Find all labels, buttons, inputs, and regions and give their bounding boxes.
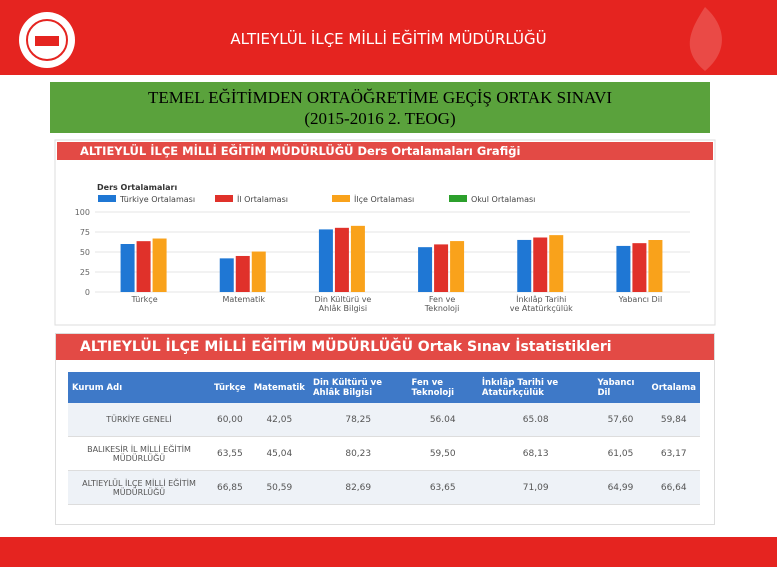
bar (219, 258, 234, 292)
table-cell: 80,23 (308, 436, 408, 471)
table-cell: 59,84 (647, 403, 700, 437)
x-tick-label: Türkçe (131, 295, 158, 304)
table-cell: 63,65 (407, 470, 478, 505)
legend-label: İlçe Ortalaması (354, 194, 414, 204)
column-header: İnkılâp Tarihi ve Atatürkçülük (477, 372, 594, 403)
bar (334, 227, 349, 292)
table-cell: 56.04 (407, 403, 478, 437)
table-cell: 45,04 (249, 436, 309, 471)
legend-swatch (215, 195, 233, 202)
column-header: Yabancı Dil (593, 372, 648, 403)
table-cell: ALTIEYLÜL İLÇE MİLLİ EĞİTİM MÜDÜRLÜĞÜ (68, 470, 210, 505)
table-cell: 71,09 (477, 470, 594, 505)
y-tick-label: 100 (75, 208, 90, 217)
table-cell: 66,64 (647, 470, 700, 505)
table-cell: 50,59 (249, 470, 309, 505)
column-header: Kurum Adı (68, 372, 210, 403)
y-tick-label: 0 (85, 288, 90, 297)
chart-title: Ders Ortalamaları (97, 183, 177, 192)
column-header: Fen ve Teknoloji (407, 372, 478, 403)
chart-panel-header (57, 142, 713, 160)
table-row: ALTIEYLÜL İLÇE MİLLİ EĞİTİM MÜDÜRLÜĞÜ 66,… (68, 470, 700, 505)
bar (235, 255, 250, 292)
table-row: TÜRKİYE GENELİ 60,00 42,05 78,25 56.04 65.08 5… (68, 403, 700, 437)
x-tick-label: Din Kültürü ve Ahlâk Bilgisi (314, 295, 371, 313)
logo (19, 12, 75, 68)
bar (318, 229, 333, 292)
table-cell: 60,00 (210, 403, 250, 437)
table-cell: 68,13 (477, 436, 594, 471)
table-panel-title: ALTIEYLÜL İLÇE MİLLİ EĞİTİM MÜDÜRLÜĞÜ Or… (56, 334, 714, 360)
table: Kurum Adı Türkçe Matematik Din Kültürü ve A… (68, 372, 700, 505)
banner: TEMEL EĞİTİMDEN ORTAÖĞRETİME GEÇİŞ ORTAK… (50, 82, 710, 133)
top-band (0, 0, 777, 75)
table-row: BALIKESİR İL MİLLİ EĞİTİM MÜDÜRLÜĞÜ 63,55… (68, 436, 700, 471)
table-cell: 78,25 (308, 403, 408, 437)
x-tick-label: Yabancı Dil (618, 295, 663, 304)
x-tick-label: Matematik (222, 295, 265, 304)
chart-panel-title: ALTIEYLÜL İLÇE MİLLİ EĞİTİM MÜDÜRLÜĞÜ De… (80, 143, 520, 158)
table-cell: 64,99 (593, 470, 648, 505)
table-cell: 82,69 (308, 470, 408, 505)
table-cell: 66,85 (210, 470, 250, 505)
x-tick-label: Fen ve Teknoloji (424, 295, 460, 313)
column-header: Din Kültürü ve Ahlâk Bilgisi (308, 372, 408, 403)
bar (434, 244, 449, 292)
table-cell: 65.08 (477, 403, 594, 437)
bottom-band (0, 537, 777, 567)
column-header: Matematik (249, 372, 309, 403)
y-tick-label: 75 (80, 228, 90, 237)
table-cell: 61,05 (593, 436, 648, 471)
bar (418, 247, 433, 292)
bar (450, 241, 465, 292)
banner-line: (2015-2016 2. TEOG) (304, 109, 456, 128)
y-tick-label: 50 (80, 248, 90, 257)
column-header: Ortalama (647, 372, 700, 403)
legend-swatch (98, 195, 116, 202)
banner-line: TEMEL EĞİTİMDEN ORTAÖĞRETİME GEÇİŞ ORTAK… (147, 88, 613, 107)
table-panel: ALTIEYLÜL İLÇE MİLLİ EĞİTİM MÜDÜRLÜĞÜ Or… (55, 333, 715, 525)
legend-label: Okul Ortalaması (471, 195, 535, 204)
bar (152, 238, 167, 292)
bar (120, 244, 135, 292)
bar (517, 239, 532, 292)
table-cell: 42,05 (249, 403, 309, 437)
legend-label: İl Ortalaması (237, 194, 288, 204)
table-cell: 59,50 (407, 436, 478, 471)
bar (632, 243, 647, 292)
bar (549, 235, 564, 292)
bar (251, 251, 266, 292)
legend-swatch (332, 195, 350, 202)
table-cell: TÜRKİYE GENELİ (68, 403, 210, 437)
bar (136, 241, 151, 292)
bar (616, 245, 631, 292)
bar (350, 225, 365, 292)
table-cell: BALIKESİR İL MİLLİ EĞİTİM MÜDÜRLÜĞÜ (68, 436, 210, 471)
table-cell: 57,60 (593, 403, 648, 437)
legend-label: Türkiye Ortalaması (119, 195, 195, 204)
table-cell: 63,17 (647, 436, 700, 471)
bar (648, 240, 663, 292)
flame-logo (689, 7, 722, 71)
table-cell: 63,55 (210, 436, 250, 471)
y-tick-label: 25 (80, 268, 90, 277)
legend-swatch (449, 195, 467, 202)
header-title: ALTIEYLÜL İLÇE MİLLİ EĞİTİM MÜDÜRLÜĞÜ (230, 30, 547, 48)
bar (533, 237, 548, 292)
column-header: Türkçe (210, 372, 250, 403)
x-tick-label: İnkılâp Tarihi ve Atatürkçülük (510, 294, 573, 313)
